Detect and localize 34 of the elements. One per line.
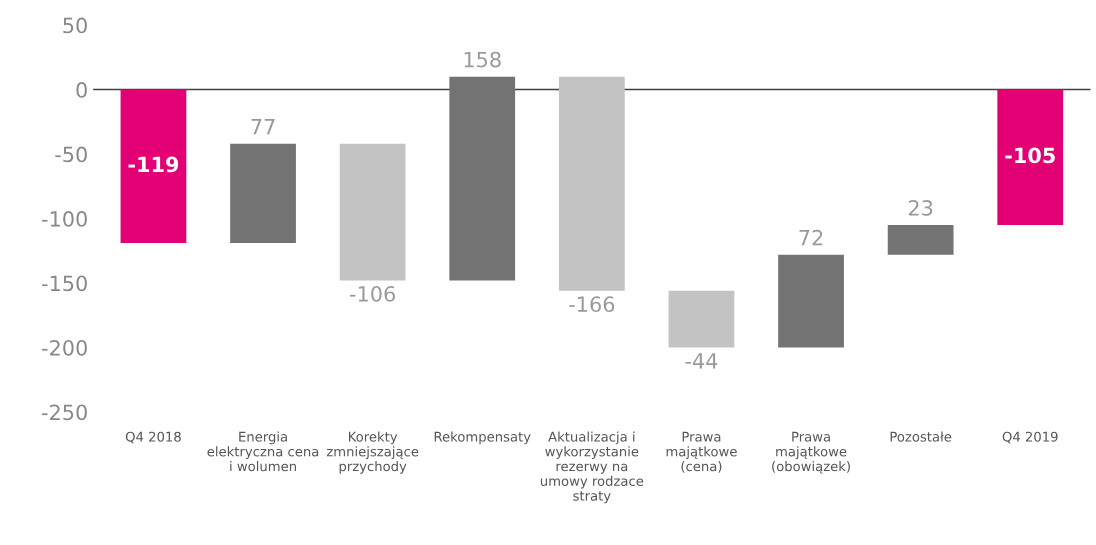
- y-tick-label: 0: [76, 82, 87, 98]
- bar: [230, 143, 296, 244]
- y-tick-label: 50: [63, 17, 87, 34]
- bar: [558, 76, 625, 291]
- data-label: -105: [1005, 147, 1055, 164]
- data-label: 23: [908, 200, 933, 216]
- x-tick-label: Pozostałe: [890, 431, 952, 442]
- bar: [778, 254, 844, 348]
- x-tick-label: Prawa majątkowe (cena): [666, 431, 737, 473]
- bar: [668, 290, 735, 348]
- data-label: -106: [350, 285, 395, 302]
- bar: [339, 143, 406, 281]
- bar: [120, 89, 187, 244]
- x-tick-label: Prawa majątkowe (obowiązek): [772, 431, 850, 474]
- y-tick-label: -200: [42, 339, 87, 356]
- x-tick-label: Q4 2018: [125, 431, 181, 444]
- y-tick-label: -150: [42, 275, 87, 292]
- data-label: -119: [128, 156, 179, 173]
- x-tick-label: Energia elektryczna cena i wolumen: [207, 431, 319, 472]
- x-tick-label: Korekty zmniejszające przychody: [326, 431, 419, 474]
- y-tick-label: -100: [42, 211, 87, 227]
- y-tick-label: -250: [42, 404, 87, 421]
- bar: [887, 224, 954, 255]
- x-tick-label: Rekompensaty: [434, 431, 531, 445]
- data-label: -44: [685, 353, 718, 369]
- data-label: 77: [251, 119, 275, 135]
- x-tick-label: Q4 2019: [1002, 431, 1058, 444]
- data-label: 158: [464, 51, 501, 68]
- bar: [449, 76, 516, 281]
- bar: [997, 89, 1064, 225]
- y-tick-label: -50: [55, 146, 87, 163]
- x-tick-label: Aktualizacja i wykorzystanie rezerwy na umowy rodzace straty: [540, 431, 644, 504]
- data-label: 72: [799, 229, 823, 246]
- data-label: -166: [569, 296, 615, 313]
